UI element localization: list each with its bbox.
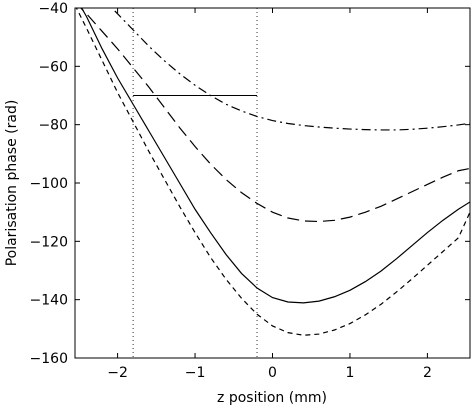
y-tick-label: −140 bbox=[30, 293, 68, 309]
y-tick-label: −80 bbox=[38, 118, 68, 134]
y-tick-label: −60 bbox=[38, 59, 68, 75]
annotation-layer bbox=[132, 8, 258, 358]
series-line-dash-dot bbox=[111, 8, 470, 131]
x-axis-title: z position (mm) bbox=[217, 390, 327, 406]
y-tick-label: −100 bbox=[30, 176, 68, 192]
series-layer bbox=[75, 8, 470, 336]
y-tick-label: −40 bbox=[38, 1, 68, 17]
y-axis-title: Polarisation phase (rad) bbox=[4, 100, 20, 267]
y-tick-label: −120 bbox=[30, 234, 68, 250]
tick-layer: −2 −1 0 1 2 −160 −140 −120 −100 −80 −60 −40 bbox=[30, 1, 470, 381]
x-tick-label: 2 bbox=[423, 365, 432, 381]
y-tick-label: −160 bbox=[30, 351, 68, 367]
series-line-dashed-long bbox=[79, 8, 470, 223]
series-line-solid bbox=[80, 8, 470, 304]
x-tick-label: 0 bbox=[268, 365, 277, 381]
x-tick-label: 1 bbox=[345, 365, 354, 381]
series-line-dashed-short bbox=[75, 8, 470, 336]
plot-frame bbox=[74, 7, 471, 359]
x-tick-label: −1 bbox=[185, 365, 206, 381]
x-tick-label: −2 bbox=[107, 365, 128, 381]
